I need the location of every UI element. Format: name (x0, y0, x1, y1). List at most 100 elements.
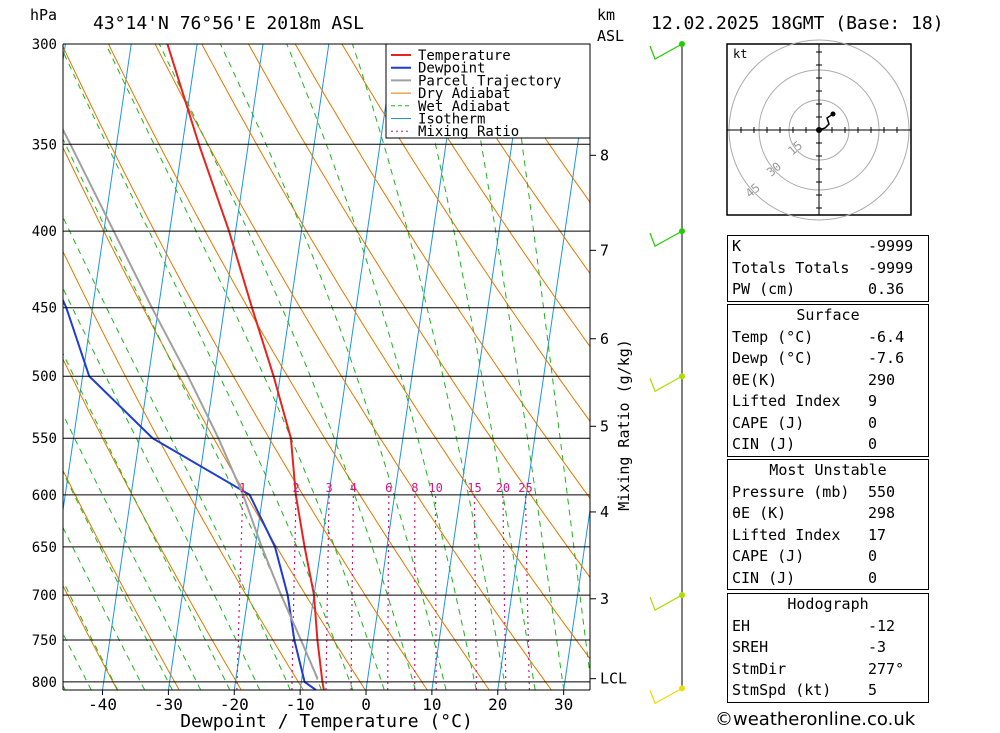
height-tick-label: 6 (600, 330, 609, 348)
table-row: Lifted Index 9 (728, 391, 928, 413)
pressure-tick-label: 600 (32, 488, 57, 504)
index-value: -12 (868, 616, 896, 635)
wind-barb-dot (679, 228, 685, 235)
general-indices-table: K -9999 Totals Totals -9999 PW (cm) 0.36 (727, 235, 929, 302)
table-row: CAPE (J) 0 (728, 413, 928, 435)
wind-barb (649, 594, 683, 611)
x-tick-label: -10 (286, 695, 315, 714)
legend-entry: Dry Adiabat (418, 86, 511, 102)
index-value: 0 (868, 568, 878, 587)
index-label: θE (K) (732, 504, 787, 522)
mixing-ratio-label: 4 (350, 481, 357, 495)
dry-adiabat-line (154, 44, 552, 690)
index-label: SREH (732, 638, 769, 656)
index-value: -9999 (868, 258, 914, 277)
right-unit-km: km (597, 6, 615, 24)
index-label: PW (cm) (732, 280, 796, 298)
x-axis-title: Dewpoint / Temperature (°C) (180, 711, 473, 732)
dry-adiabat-line (63, 146, 366, 690)
index-label: Totals Totals (732, 258, 850, 277)
table-row: SREH -3 (728, 637, 928, 659)
hodograph-unit: kt (733, 47, 747, 61)
table-row: Totals Totals -9999 (728, 258, 928, 280)
wind-barb (649, 43, 683, 60)
index-value: 277° (868, 659, 905, 678)
x-tick-label: -30 (154, 695, 183, 714)
wet-adiabat-line (508, 44, 590, 679)
wet-adiabat-line (63, 580, 119, 690)
mixing-ratio-label: 6 (385, 481, 392, 495)
index-label: CIN (J) (732, 435, 796, 453)
wind-barb (649, 375, 683, 393)
legend-entry: Wet Adiabat (418, 99, 511, 115)
dry-adiabat-line (63, 469, 180, 690)
legend-box (385, 43, 591, 139)
wet-adiabat-line (463, 44, 565, 690)
wet-adiabat-line (63, 137, 322, 690)
table-row: θE(K) 290 (728, 370, 928, 392)
mixing-ratio-label: 3 (325, 481, 332, 495)
pressure-tick-label: 400 (32, 224, 57, 240)
index-label: Lifted Index (732, 525, 841, 544)
mixing-ratio-label: 2 (292, 481, 299, 495)
table-row: K -9999 (728, 236, 928, 258)
pressure-tick-label: 450 (32, 301, 57, 317)
index-label: EH (732, 616, 751, 635)
isotherm-line (365, 44, 462, 690)
table-row: CAPE (J) 0 (728, 546, 928, 568)
isotherm-line (431, 44, 527, 690)
pressure-tick-label: 300 (32, 37, 57, 53)
index-value: -9999 (868, 237, 914, 255)
mixing-ratio-label: 20 (496, 481, 510, 495)
wet-adiabat-line (351, 44, 507, 690)
chart-location: 43°14'N 76°56'E 2018m ASL (93, 13, 364, 34)
table-row: StmDir 277° (728, 659, 928, 681)
pressure-tick-label: 650 (32, 540, 57, 556)
index-value: 0 (868, 413, 878, 432)
wet-adiabat-line (158, 44, 416, 690)
isotherm-line (497, 56, 590, 690)
wet-adiabat-line (63, 215, 291, 690)
mixing-ratio-line (350, 494, 354, 690)
table-row: Temp (°C) -6.4 (728, 327, 928, 349)
dry-adiabat-line (341, 44, 590, 423)
index-label: Lifted Index (732, 392, 841, 410)
pressure-tick-label: 350 (32, 137, 57, 153)
wet-adiabat-line (0, 44, 14, 690)
legend-entry: Isotherm (418, 112, 485, 128)
height-tick-label: LCL (600, 670, 627, 688)
wet-adiabat-line (63, 287, 261, 690)
surface-table: Surface Temp (°C) -6.4 Dewp (°C) -7.6 θE(K) 29… (727, 304, 929, 457)
isotherm-line (563, 506, 590, 690)
index-value: 290 (868, 370, 896, 389)
pressure-tick-label: 550 (32, 431, 57, 447)
index-value: 298 (868, 504, 896, 522)
height-tick-label: 8 (600, 146, 609, 164)
pressure-tick-label: 750 (32, 633, 57, 649)
index-value: 550 (868, 482, 896, 501)
height-tick-label: 5 (600, 417, 609, 435)
index-value: 17 (868, 525, 887, 544)
hodograph-table: Hodograph EH -12 SREH -3 StmDir 277° StmSpd (kt… (727, 593, 929, 703)
table-section-title: Hodograph (787, 595, 869, 613)
x-tick-label: 30 (554, 695, 573, 714)
index-label: CAPE (J) (732, 547, 805, 565)
hodograph-origin (816, 127, 822, 133)
wind-barb (649, 230, 683, 247)
table-row: Lifted Index 17 (728, 525, 928, 547)
mixing-ratio-line (291, 494, 297, 690)
mixing-ratio-line (236, 494, 244, 690)
hodograph-trace-end (830, 111, 836, 117)
index-label: StmDir (732, 659, 787, 678)
wet-adiabat-line (411, 44, 536, 690)
dry-adiabat-line (63, 584, 118, 690)
most-unstable-table: Most Unstable Pressure (mb) 550 θE (K) 298 Li… (727, 459, 929, 590)
mixing-ratio-label: 15 (467, 481, 481, 495)
dry-adiabat-line (434, 44, 590, 275)
pressure-tick-label: 800 (32, 675, 57, 691)
index-label: Temp (°C) (732, 327, 814, 346)
table-row: EH -12 (728, 616, 928, 638)
wet-adiabat-line (63, 352, 231, 690)
index-label: Pressure (mb) (732, 482, 850, 501)
mixing-ratio-line (524, 494, 530, 690)
